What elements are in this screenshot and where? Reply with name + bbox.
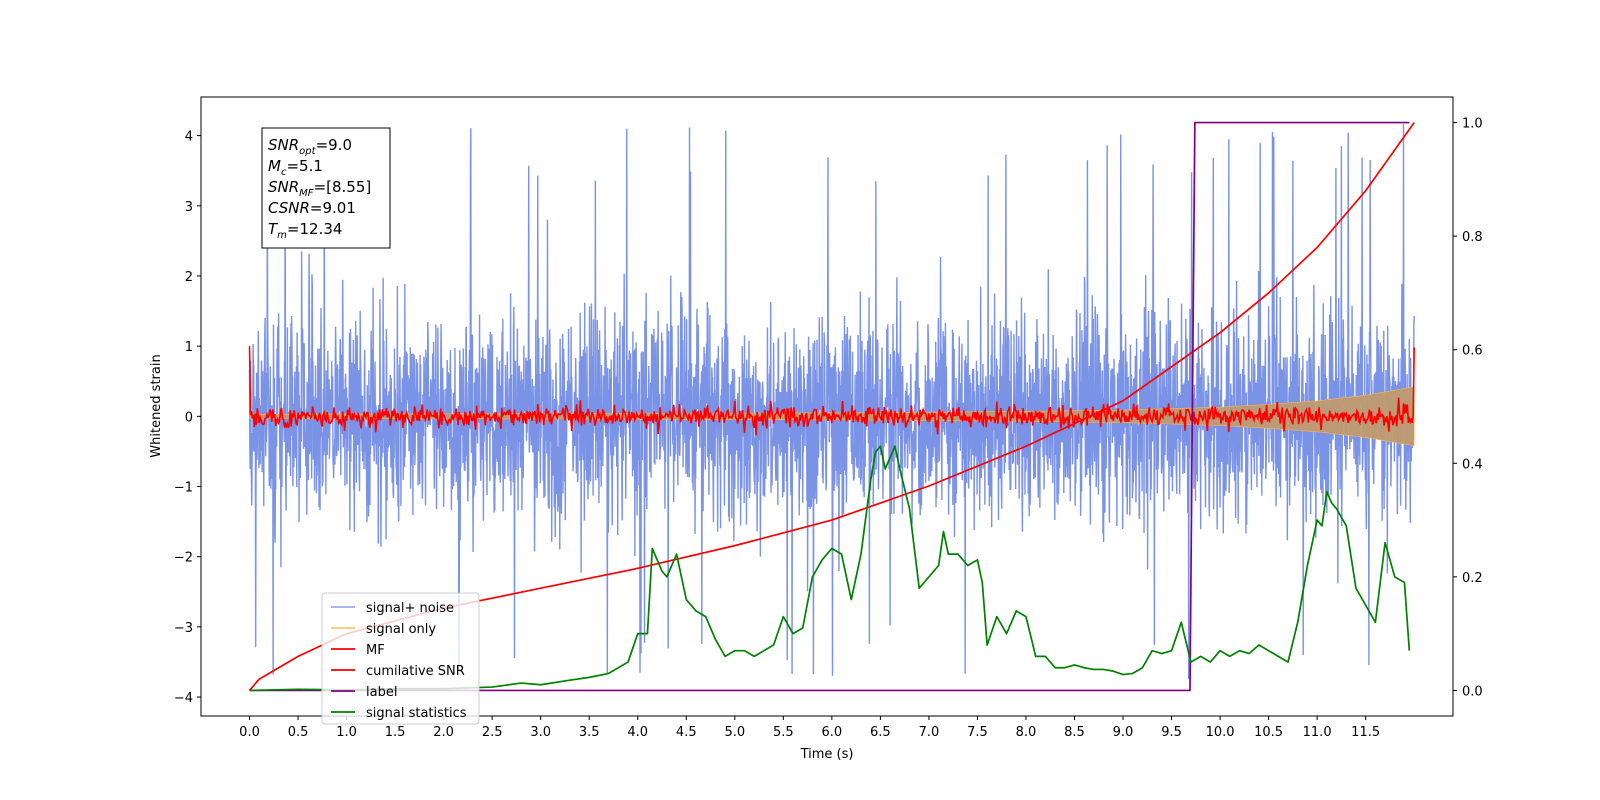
info-line-value: =[8.55] — [314, 178, 372, 196]
y-tick-label: 4 — [185, 130, 193, 145]
y2-tick-label: 1.0 — [1462, 117, 1483, 132]
info-line-subscript: c — [281, 167, 287, 178]
info-line-symbol: T — [268, 220, 279, 238]
info-line: Mc=5.1 — [268, 157, 323, 178]
x-tick-label: 8.5 — [1064, 725, 1085, 740]
x-tick-label: 3.0 — [530, 725, 551, 740]
x-tick-label: 6.5 — [870, 725, 891, 740]
info-line: CSNR=9.01 — [268, 199, 356, 217]
x-tick-label: 2.5 — [482, 725, 503, 740]
info-box: SNRopt=9.0Mc=5.1SNRMF=[8.55]CSNR=9.01Tm=… — [261, 127, 391, 249]
y-tick-label: −2 — [174, 551, 193, 566]
info-line: SNRopt=9.0 — [268, 136, 352, 157]
y-tick-label: −4 — [174, 691, 193, 706]
info-line-symbol: CSNR — [268, 199, 310, 217]
y2-tick-label: 0.0 — [1462, 684, 1483, 699]
legend: signal+ noise signal only MF cumilative SNR… — [321, 592, 480, 725]
x-tick-label: 7.5 — [967, 725, 988, 740]
x-tick-label: 9.5 — [1161, 725, 1182, 740]
y2-tick-label: 0.2 — [1462, 571, 1483, 586]
legend-label: cumilative SNR — [366, 664, 465, 679]
info-line-symbol: M — [268, 157, 281, 175]
legend-frame — [321, 592, 480, 725]
y2-tick-label: 0.4 — [1462, 457, 1483, 472]
info-line: Tm=12.34 — [268, 220, 342, 241]
info-line-subscript: MF — [299, 188, 314, 199]
x-axis: 0.0 0.5 1.0 1.5 2.0 2.5 3.0 3.5 4.0 4.5 5.0 5.5 6.0 6… — [239, 716, 1380, 740]
y-tick-label: 2 — [185, 270, 193, 285]
info-line: SNRMF=[8.55] — [268, 178, 371, 199]
y-axis-right: 1.0 0.8 0.6 0.4 0.2 0.0 — [1453, 117, 1483, 699]
y-tick-label: 1 — [185, 340, 193, 355]
legend-label: label — [366, 685, 397, 700]
plot-frame — [200, 96, 1454, 717]
legend-label: signal+ noise — [366, 601, 454, 616]
info-box-frame — [261, 127, 391, 249]
x-tick-label: 11.5 — [1351, 725, 1380, 740]
info-line-value: =9.0 — [316, 136, 352, 154]
legend-label: signal only — [366, 622, 436, 637]
y-tick-label: 3 — [185, 200, 193, 215]
x-tick-label: 4.0 — [627, 725, 648, 740]
info-line-value: =12.34 — [287, 220, 343, 238]
series-signal-noise — [248, 124, 1415, 680]
legend-label: signal statistics — [366, 706, 467, 721]
x-axis-title: Time (s) — [800, 747, 854, 762]
y-tick-label: 0 — [185, 410, 193, 425]
series-mf — [248, 346, 1415, 436]
x-tick-label: 11.0 — [1303, 725, 1332, 740]
info-line-subscript: m — [277, 230, 287, 241]
x-tick-label: 1.5 — [385, 725, 406, 740]
y2-tick-label: 0.6 — [1462, 344, 1483, 359]
x-tick-label: 10.0 — [1206, 725, 1235, 740]
info-line-value: =9.01 — [310, 199, 356, 217]
x-tick-label: 5.0 — [724, 725, 745, 740]
y-tick-label: −1 — [174, 481, 193, 496]
x-tick-label: 3.5 — [579, 725, 600, 740]
legend-label: MF — [366, 643, 385, 658]
info-line-symbol: SNR — [268, 178, 299, 196]
x-tick-label: 0.5 — [288, 725, 309, 740]
series-signal-statistics — [249, 445, 1411, 692]
y-axis-title: Whitened strain — [149, 354, 164, 457]
info-line-value: =5.1 — [286, 157, 322, 175]
x-tick-label: 2.0 — [433, 725, 454, 740]
x-tick-label: 10.5 — [1254, 725, 1283, 740]
series-label — [249, 121, 1410, 692]
x-tick-label: 4.5 — [676, 725, 697, 740]
x-tick-label: 5.5 — [773, 725, 794, 740]
x-tick-label: 0.0 — [239, 725, 260, 740]
x-tick-label: 9.0 — [1113, 725, 1134, 740]
x-tick-label: 8.0 — [1016, 725, 1037, 740]
x-tick-label: 7.0 — [919, 725, 940, 740]
x-tick-label: 1.0 — [336, 725, 357, 740]
info-line-symbol: SNR — [268, 136, 299, 154]
x-tick-label: 6.0 — [822, 725, 843, 740]
y-tick-label: −3 — [174, 621, 193, 636]
y-axis-left: 4 3 2 1 0 −1 −2 −3 −4 — [174, 130, 201, 706]
y2-tick-label: 0.8 — [1462, 230, 1483, 245]
info-line-subscript: opt — [299, 146, 316, 157]
